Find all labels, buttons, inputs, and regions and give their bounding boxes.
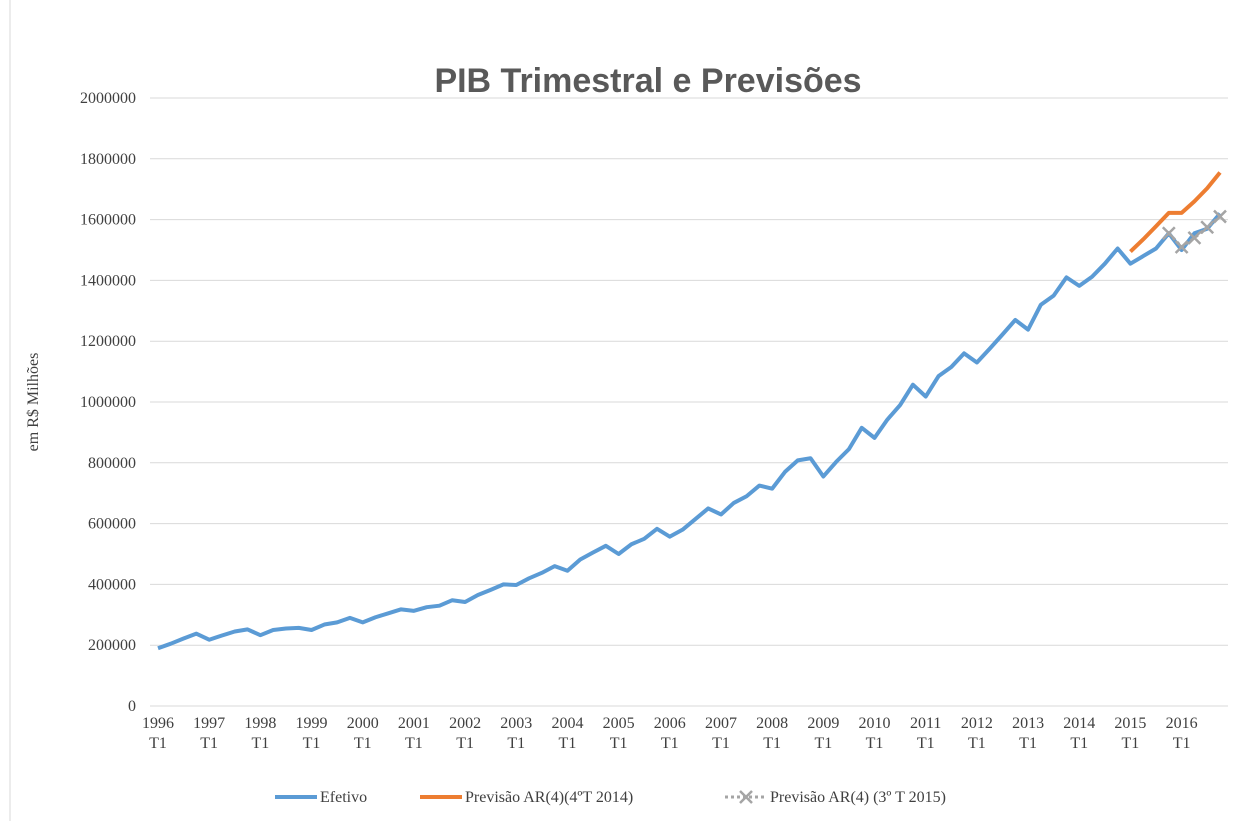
y-tick-label: 1000000 <box>80 394 136 411</box>
y-tick-label: 2000000 <box>80 90 136 107</box>
marker <box>1200 220 1215 235</box>
marker <box>1174 240 1189 254</box>
legend-label: Previsão AR(4) (3º T 2015) <box>770 789 946 806</box>
x-tick-label: 1997 T1 <box>193 715 226 752</box>
x-tick-label: 2001 T1 <box>397 715 430 752</box>
y-tick-label: 400000 <box>88 576 136 593</box>
x-tick-label: 2009 T1 <box>807 715 840 752</box>
x-tick-label: 2015 T1 <box>1114 715 1147 752</box>
series-line <box>157 212 1222 651</box>
y-tick-label: 200000 <box>88 637 136 654</box>
x-tick-label: 2014 T1 <box>1063 715 1096 752</box>
x-tick-label: 2016 T1 <box>1165 715 1198 752</box>
x-tick-label: 1998 T1 <box>244 715 277 752</box>
y-tick-label: 1400000 <box>80 272 136 289</box>
x-tick-label: 2007 T1 <box>704 715 737 752</box>
x-tick-label: 2011 T1 <box>910 715 942 752</box>
y-tick-label: 1600000 <box>80 212 136 229</box>
x-tick-label: 2012 T1 <box>960 715 993 752</box>
marker <box>1213 209 1227 224</box>
marker <box>1161 226 1176 241</box>
y-tick-label: 1800000 <box>80 151 136 168</box>
y-tick-label: 0 <box>128 698 136 715</box>
x-tick-label: 2005 T1 <box>602 715 635 752</box>
x-tick-label: 1996 T1 <box>142 715 174 752</box>
y-tick-label: 600000 <box>88 516 136 533</box>
y-tick-label: 1200000 <box>80 333 136 350</box>
x-tick-label: 2003 T1 <box>500 715 533 752</box>
legend-label: Efetivo <box>320 789 367 806</box>
marker <box>1187 230 1202 245</box>
chart-title: PIB Trimestral e Previsões <box>434 62 861 100</box>
x-tick-label: 2004 T1 <box>551 715 584 752</box>
legend-label: Previsão AR(4)(4ºT 2014) <box>465 789 633 806</box>
y-tick-label: 800000 <box>88 455 136 472</box>
x-tick-label: 2013 T1 <box>1012 715 1045 752</box>
legend-marker <box>739 790 753 804</box>
series-line <box>1129 171 1222 253</box>
x-tick-label: 2000 T1 <box>346 715 379 752</box>
x-tick-label: 2006 T1 <box>653 715 686 752</box>
x-tick-label: 2008 T1 <box>756 715 789 752</box>
x-tick-label: 2010 T1 <box>858 715 891 752</box>
x-tick-label: 2002 T1 <box>449 715 482 752</box>
y-axis-label: em R$ Milhões <box>25 353 42 452</box>
x-tick-label: 1999 T1 <box>295 715 328 752</box>
